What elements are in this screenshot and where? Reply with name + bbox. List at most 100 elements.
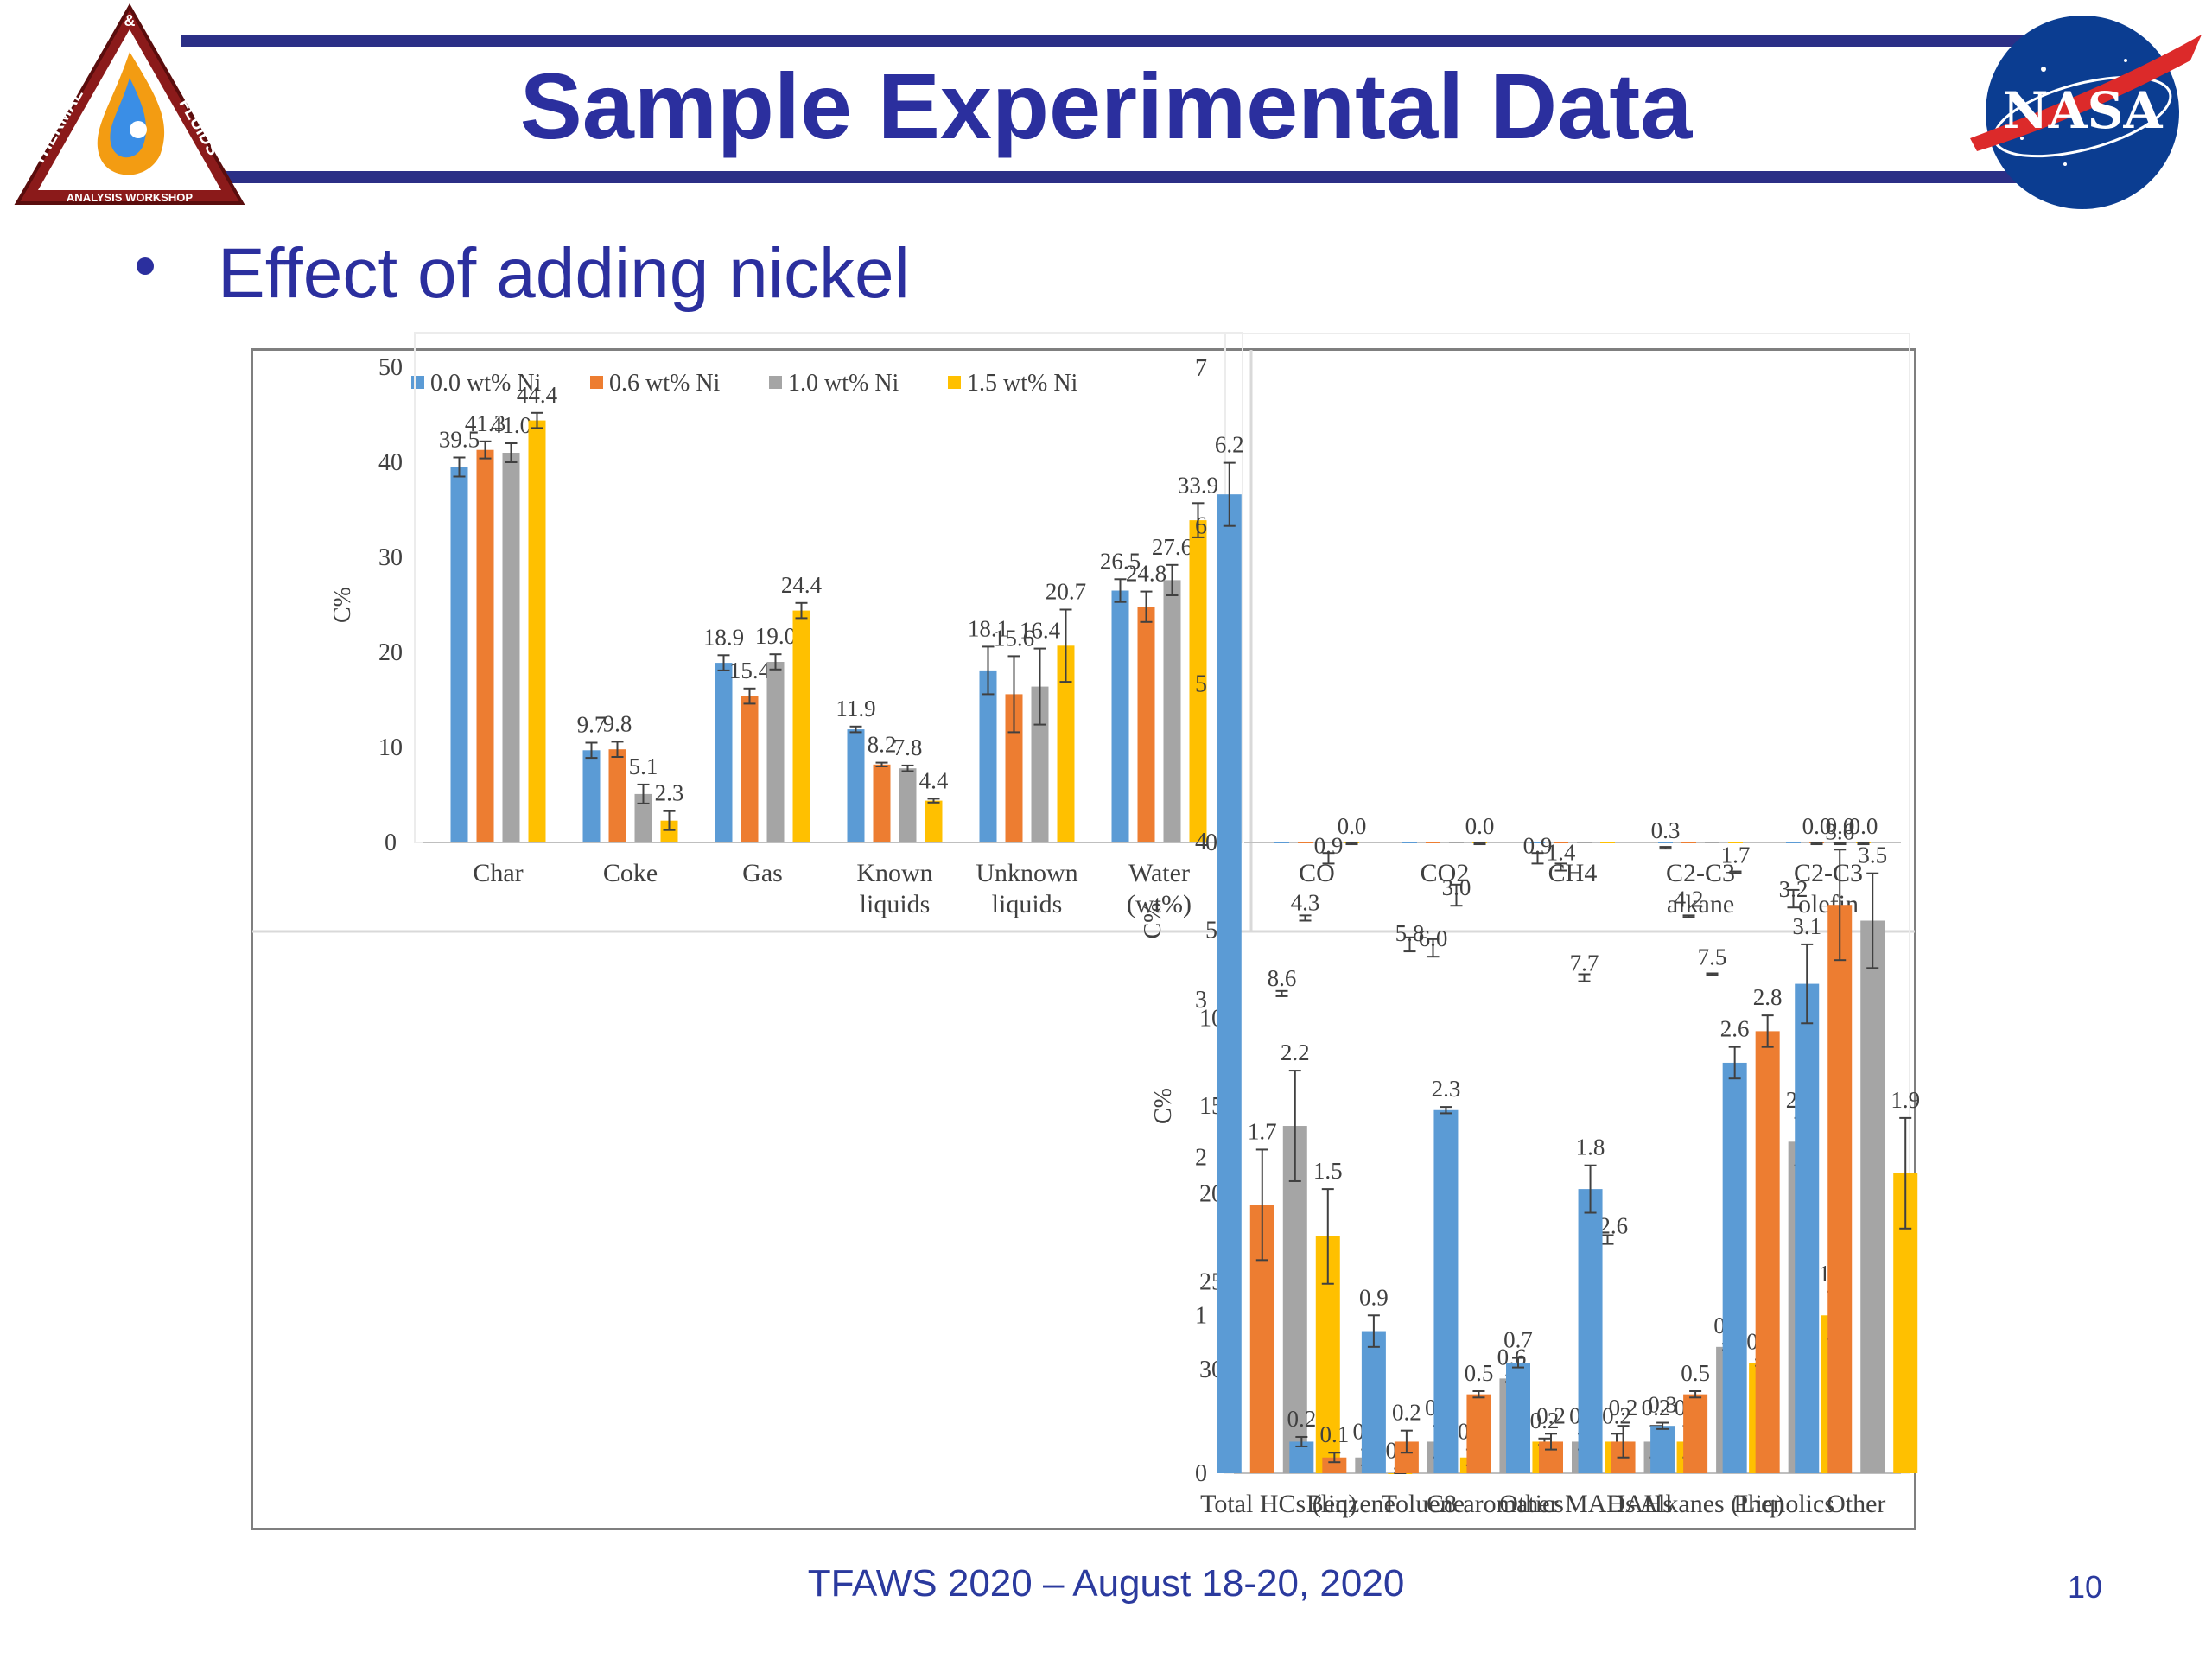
data-label-0-5-2: 27.6 bbox=[1152, 534, 1192, 560]
data-label-2-3-1: 0.5 bbox=[1465, 1360, 1494, 1386]
data-label-1-1-1: 6.0 bbox=[1419, 925, 1448, 951]
bar-1-1-0 bbox=[1402, 842, 1417, 843]
data-label-2-4-0: 0.7 bbox=[1503, 1327, 1533, 1353]
y-tick-0-3: 30 bbox=[378, 544, 403, 571]
x-tick-0-2-0: Gas bbox=[742, 859, 783, 887]
data-label-0-3-3: 4.4 bbox=[919, 767, 949, 793]
bar-0-0-2 bbox=[502, 453, 520, 842]
bar-0-0-3 bbox=[528, 420, 546, 842]
bar-1-1-1 bbox=[1426, 842, 1440, 843]
data-label-2-7-0: 2.6 bbox=[1720, 1016, 1750, 1042]
bar-0-2-1 bbox=[741, 696, 759, 842]
bar-0-1-2 bbox=[634, 793, 652, 842]
data-label-1-1-3: 0.0 bbox=[1465, 813, 1495, 839]
y-tick-2-3: 3 bbox=[1195, 987, 1207, 1014]
chart-panel-frame bbox=[251, 348, 1916, 1530]
bar-0-0-1 bbox=[476, 449, 494, 842]
data-label-0-1-2: 5.1 bbox=[629, 753, 658, 779]
y-tick-0-4: 40 bbox=[378, 449, 403, 476]
data-label-2-4-1: 0.2 bbox=[1536, 1402, 1566, 1428]
bar-0-5-0 bbox=[1111, 590, 1129, 842]
bar-1-3-0 bbox=[1658, 842, 1673, 843]
bar-0-4-3 bbox=[1057, 645, 1075, 842]
bar-0-5-3 bbox=[1189, 520, 1207, 842]
bar-1-3-2 bbox=[1705, 842, 1719, 843]
data-label-0-5-1: 24.8 bbox=[1126, 561, 1166, 587]
bar-2-8-1 bbox=[1827, 905, 1853, 1473]
footer-text: TFAWS 2020 – August 18-20, 2020 bbox=[807, 1562, 1405, 1605]
data-label-2-8-3: 1.9 bbox=[1891, 1087, 1920, 1113]
x-tick-2-3-0: C8 aromatics bbox=[1427, 1490, 1564, 1518]
bar-0-4-1 bbox=[1005, 694, 1023, 842]
legend-swatch-3 bbox=[948, 376, 961, 389]
data-label-2-0-0: 6.2 bbox=[1215, 432, 1244, 458]
bar-0-1-3 bbox=[660, 820, 678, 842]
bar-2-4-0 bbox=[1506, 1363, 1530, 1473]
bar-0-3-2 bbox=[899, 768, 917, 842]
tfaws-logo-icon: & THERMAL FLUIDS ANALYSIS WORKSHOP bbox=[14, 3, 245, 205]
y-tick-2-6: 6 bbox=[1195, 513, 1207, 540]
data-label-2-1-1: 0.1 bbox=[1319, 1421, 1349, 1447]
data-label-0-4-2: 16.4 bbox=[1020, 618, 1061, 644]
x-tick-2-4-0: Other MAHs bbox=[1499, 1490, 1636, 1518]
data-label-2-5-1: 0.2 bbox=[1609, 1395, 1638, 1421]
data-label-1-2-2: 7.7 bbox=[1570, 950, 1599, 976]
bar-0-0-0 bbox=[450, 467, 468, 842]
bar-0-4-0 bbox=[979, 670, 997, 842]
data-label-0-1-1: 9.8 bbox=[603, 710, 632, 736]
data-label-1-2-0: 0.9 bbox=[1523, 832, 1553, 858]
data-label-0-3-2: 7.8 bbox=[893, 734, 923, 760]
bar-2-0-0 bbox=[1217, 494, 1242, 1474]
data-label-1-3-1: 4.2 bbox=[1675, 886, 1704, 912]
bar-0-1-0 bbox=[582, 750, 601, 842]
y-tick-2-7: 7 bbox=[1195, 355, 1207, 382]
data-label-0-0-2: 41.0 bbox=[491, 412, 531, 438]
data-label-0-4-3: 20.7 bbox=[1046, 579, 1086, 605]
data-label-0-5-3: 33.9 bbox=[1178, 472, 1218, 498]
bar-2-8-0 bbox=[1795, 983, 1820, 1473]
data-label-0-1-0: 9.7 bbox=[577, 712, 607, 738]
logo-workshop: ANALYSIS WORKSHOP bbox=[67, 191, 193, 204]
data-label-1-0-1: 4.3 bbox=[1291, 889, 1320, 915]
data-label-0-5-0: 26.5 bbox=[1100, 548, 1141, 574]
y-axis-label-2: C% bbox=[1140, 903, 1166, 939]
bar-1-0-0 bbox=[1274, 842, 1289, 843]
x-tick-2-5-0: DAHs bbox=[1606, 1490, 1673, 1518]
bar-2-6-0 bbox=[1650, 1426, 1675, 1473]
x-tick-2-2-0: Toluene bbox=[1382, 1490, 1465, 1518]
y-tick-2-0: 0 bbox=[1195, 1460, 1207, 1487]
data-label-2-7-1: 2.8 bbox=[1753, 984, 1783, 1010]
y-tick-1-0: 0 bbox=[1205, 830, 1217, 856]
bar-0-1-1 bbox=[608, 749, 626, 842]
bar-1-3-3 bbox=[1728, 842, 1743, 843]
data-label-0-0-1: 41.3 bbox=[465, 410, 505, 436]
bar-1-2-2 bbox=[1577, 842, 1592, 843]
data-label-2-1-0: 0.2 bbox=[1287, 1406, 1316, 1432]
data-label-1-0-3: 0.0 bbox=[1338, 813, 1367, 839]
x-tick-0-5-1: (wt%) bbox=[1127, 890, 1192, 918]
bullet-marker bbox=[137, 257, 154, 275]
legend-label-0: 0.0 wt% Ni bbox=[430, 370, 542, 397]
data-label-1-3-0: 0.3 bbox=[1651, 817, 1681, 843]
bar-2-7-1 bbox=[1755, 1031, 1780, 1473]
data-label-1-2-1: 1.4 bbox=[1547, 840, 1576, 866]
data-label-1-0-2: 0.9 bbox=[1314, 832, 1344, 858]
bar-1-3-1 bbox=[1681, 842, 1696, 843]
legend-swatch-1 bbox=[590, 376, 603, 389]
x-tick-0-1-0: Coke bbox=[603, 859, 658, 887]
bullet-text: Effect of adding nickel bbox=[218, 234, 910, 313]
x-tick-2-0-0: Total HCs (liq) bbox=[1200, 1490, 1357, 1518]
data-label-2-0-2: 2.2 bbox=[1281, 1039, 1310, 1065]
bar-1-4-0 bbox=[1786, 842, 1801, 843]
data-label-2-6-0: 0.3 bbox=[1648, 1392, 1677, 1418]
data-label-0-2-1: 15.4 bbox=[729, 658, 771, 683]
legend-label-1: 0.6 wt% Ni bbox=[609, 370, 721, 397]
bar-1-0-1 bbox=[1298, 842, 1313, 843]
bar-1-2-1 bbox=[1554, 842, 1568, 843]
bar-2-7-0 bbox=[1722, 1062, 1747, 1473]
bar-1-0-2 bbox=[1321, 842, 1336, 843]
x-tick-0-4-1: liquids bbox=[992, 890, 1063, 918]
x-tick-2-1-0: Benzene bbox=[1306, 1490, 1395, 1518]
